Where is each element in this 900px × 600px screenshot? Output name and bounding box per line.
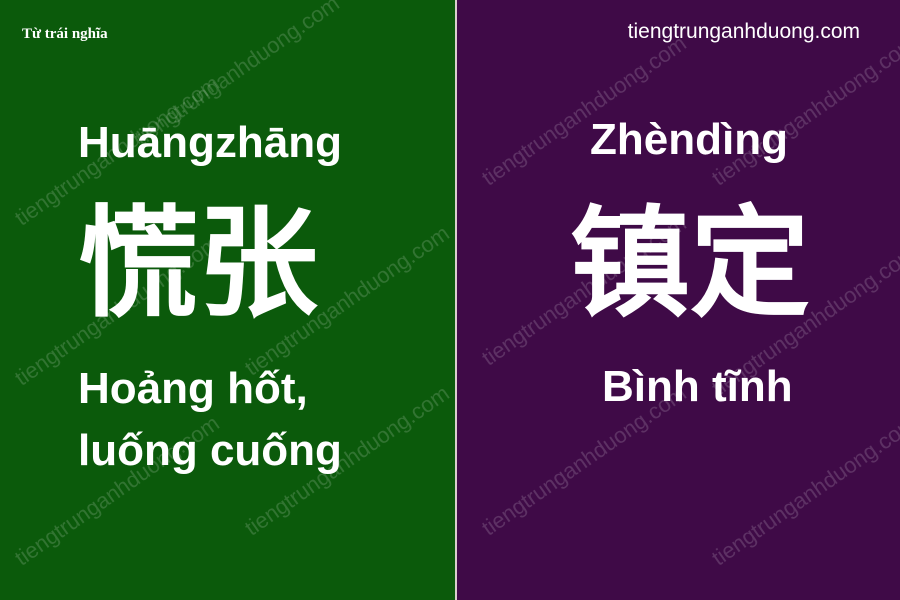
left-meaning: Hoảng hốt, luống cuống xyxy=(78,358,438,482)
site-label: tiengtrunganhduong.com xyxy=(627,20,860,43)
right-pinyin: Zhèndìng xyxy=(590,115,788,164)
left-pinyin: Huāngzhāng xyxy=(78,118,342,167)
right-hanzi: 镇定 xyxy=(570,195,810,334)
left-hanzi: 慌张 xyxy=(78,195,318,334)
left-meaning-line1: Hoảng hốt, xyxy=(78,364,308,413)
watermark: tiengtrunganhduong.com xyxy=(707,30,900,191)
right-panel: tiengtrunganhduong.com tiengtrunganhduon… xyxy=(457,0,900,600)
right-meaning: Bình tĩnh xyxy=(602,362,793,411)
panel-divider xyxy=(455,0,457,600)
left-meaning-line2: luống cuống xyxy=(78,426,342,475)
watermark: tiengtrunganhduong.com xyxy=(477,30,691,191)
antonym-tag: Từ trái nghĩa xyxy=(22,26,108,42)
watermark: tiengtrunganhduong.com xyxy=(707,410,900,571)
left-panel: tiengtrunganhduong.com tiengtrunganhduon… xyxy=(0,0,455,600)
